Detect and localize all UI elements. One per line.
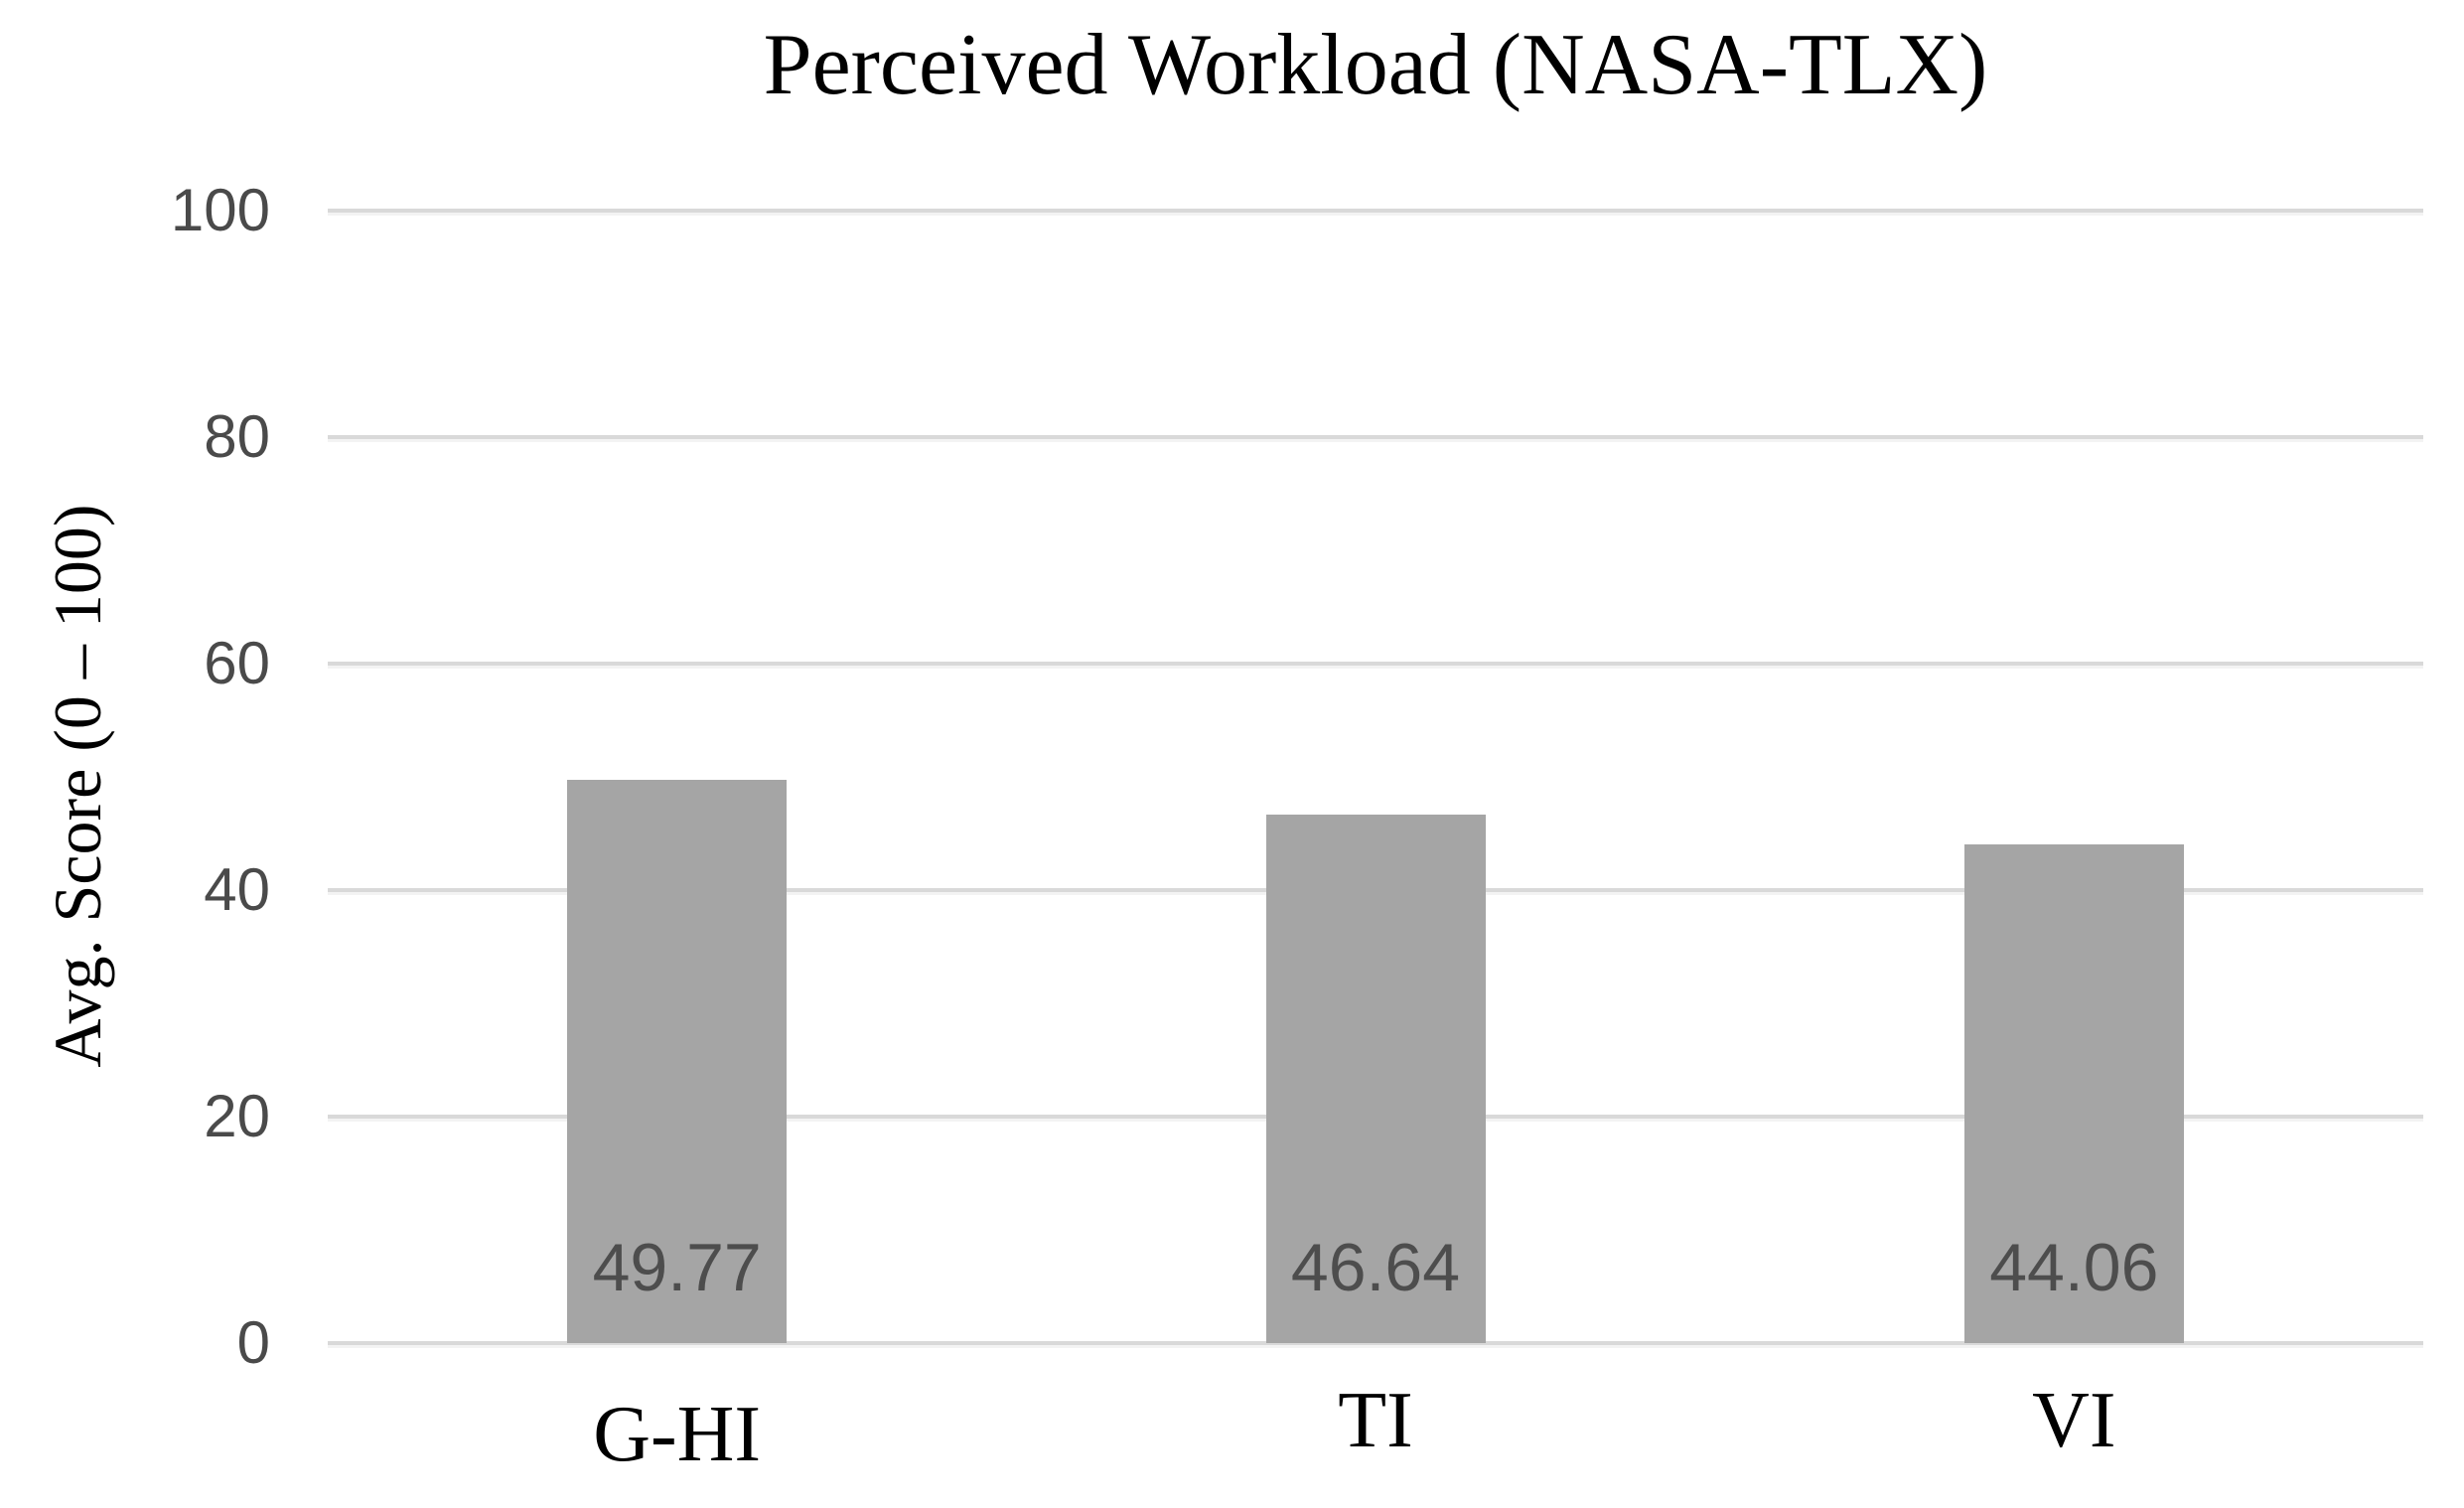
bar-value-label: 44.06: [1989, 1230, 2159, 1305]
y-tick-label: 100: [170, 177, 270, 243]
gridline: [328, 209, 2423, 213]
bar: 46.64: [1265, 815, 1486, 1343]
x-category-label: G-HI: [593, 1391, 762, 1478]
plot-area: 49.77 G-HI 46.64 TI 44.06 VI: [328, 209, 2423, 1474]
bar-value-label: 49.77: [592, 1230, 762, 1305]
bar: 44.06: [1963, 843, 2184, 1343]
chart-title: Perceived Workload (NASA-TLX): [763, 17, 1988, 113]
y-tick-label: 80: [204, 403, 270, 470]
y-tick-label: 20: [204, 1083, 270, 1149]
bar-value-label: 46.64: [1290, 1230, 1461, 1305]
y-tick-label: 60: [204, 630, 270, 696]
bar: 49.77: [567, 779, 788, 1343]
y-axis-title: Avg. Score (0 – 100): [40, 504, 115, 1068]
gridline: [328, 662, 2423, 666]
y-tick-label: 40: [204, 856, 270, 923]
gridline: [328, 435, 2423, 439]
x-category-label: TI: [1338, 1377, 1413, 1464]
gridline: [328, 1341, 2423, 1345]
x-category-label: VI: [2032, 1377, 2116, 1464]
y-tick-label: 0: [236, 1309, 270, 1376]
